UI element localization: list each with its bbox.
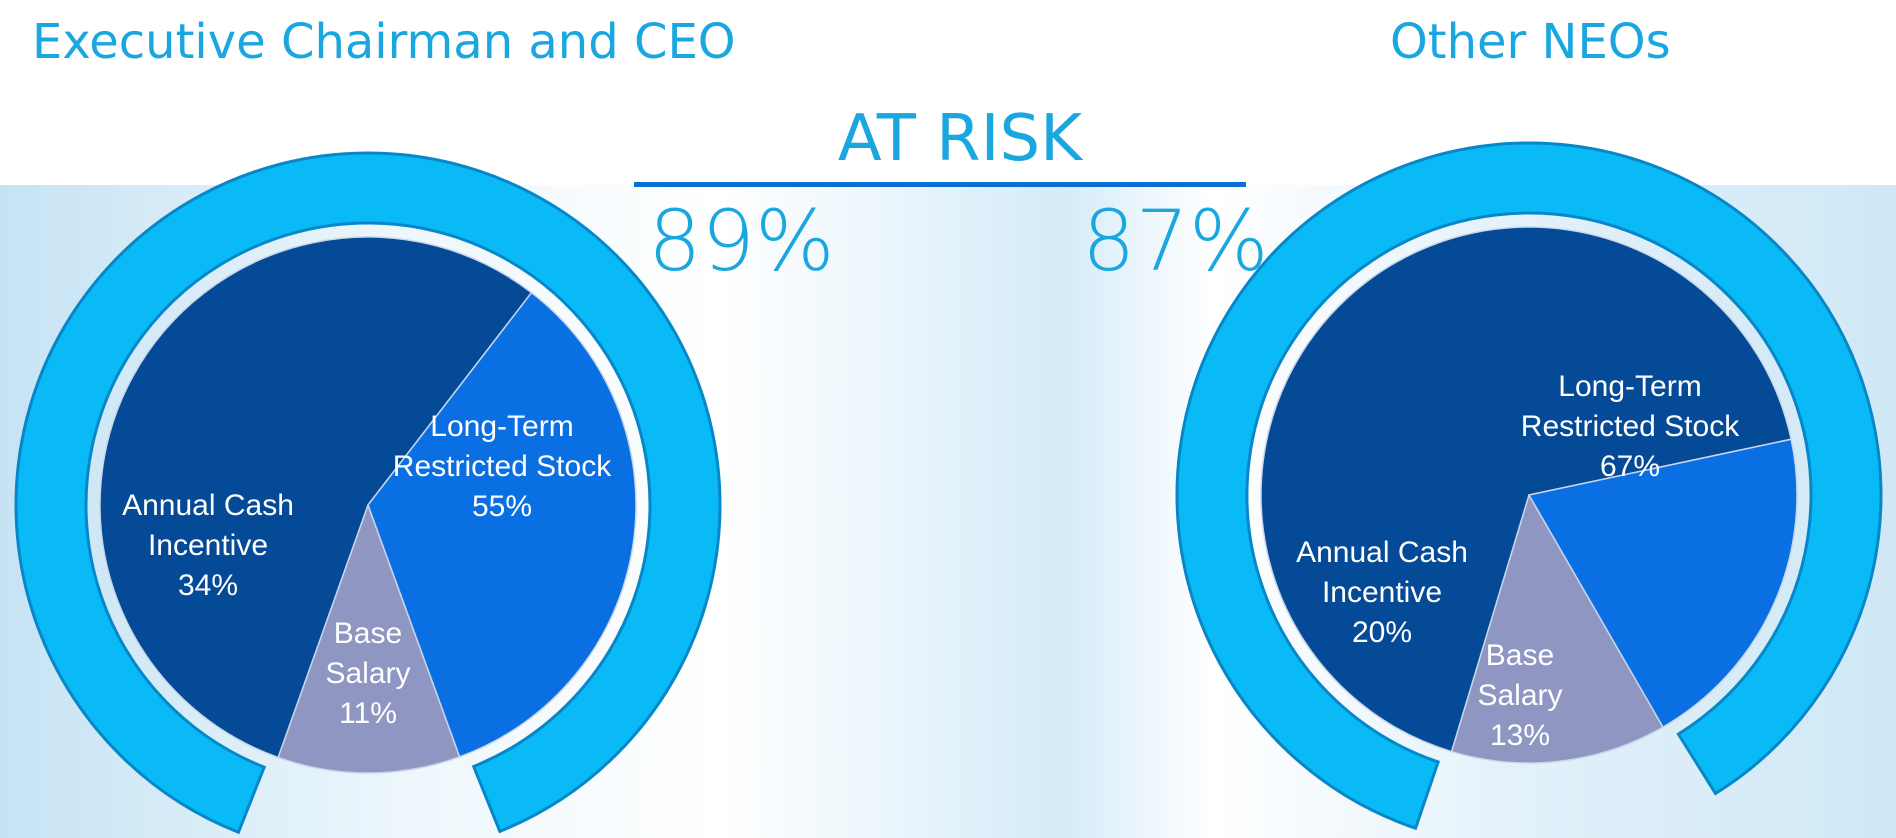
- ceo-label-aci-line: Annual Cash: [122, 489, 294, 522]
- neos-at-risk-ring: [1175, 141, 1883, 831]
- neos-label-aci-line: Annual Cash: [1296, 536, 1468, 569]
- ceo-label-base-line: Salary: [325, 657, 410, 690]
- neos-label-aci: Annual Cash Incentive 20%: [1296, 536, 1468, 649]
- neos-slice-base: [1450, 493, 1665, 764]
- neos-label-base: Base Salary 13%: [1477, 639, 1562, 752]
- neos-label-ltrs-line: 67%: [1600, 450, 1660, 483]
- neos-at-risk-percent: 87%: [1082, 192, 1269, 290]
- neos-label-aci-line: Incentive: [1322, 576, 1442, 609]
- neos-slice-aci: [1527, 438, 1798, 729]
- neos-slice-ltrs: [1260, 226, 1793, 753]
- neos-label-ltrs: Long-Term Restricted Stock 67%: [1521, 370, 1740, 483]
- neos-label-base-line: Base: [1486, 639, 1554, 672]
- neos-label-base-line: Salary: [1477, 679, 1562, 712]
- ceo-pie-group: Base Salary 11% Long-Term Restricted Stock 55…: [14, 151, 722, 835]
- neos-label-ltrs-line: Long-Term: [1558, 370, 1701, 403]
- neos-label-aci-line: 20%: [1352, 616, 1412, 649]
- ceo-label-base-line: 11%: [339, 697, 397, 730]
- ceo-slice-aci: [367, 291, 637, 758]
- ceo-at-risk-ring: [14, 151, 722, 835]
- ceo-label-ltrs-line: Restricted Stock: [393, 450, 612, 483]
- ceo-label-base-line: Base: [334, 617, 402, 650]
- neos-pie-group: Base Salary 13% Long-Term Restricted Stock 67…: [1175, 141, 1883, 831]
- neos-chart-title: Other NEOs: [1390, 14, 1671, 70]
- ceo-label-aci: Annual Cash Incentive 34%: [122, 489, 294, 602]
- at-risk-divider: [634, 182, 1246, 187]
- ceo-label-aci-line: Incentive: [148, 529, 268, 562]
- ceo-label-ltrs: Long-Term Restricted Stock 55%: [393, 410, 612, 523]
- at-risk-title: AT RISK: [837, 102, 1083, 176]
- ceo-slice-ltrs: [99, 236, 533, 759]
- neos-label-base-line: 13%: [1490, 719, 1550, 752]
- ceo-slice-base: [277, 502, 461, 774]
- ceo-label-ltrs-line: Long-Term: [430, 410, 573, 443]
- ceo-label-base: Base Salary 11%: [325, 617, 410, 730]
- ceo-at-risk-percent: 89%: [648, 192, 835, 290]
- ceo-label-aci-line: 34%: [178, 569, 238, 602]
- neos-label-ltrs-line: Restricted Stock: [1521, 410, 1740, 443]
- ceo-label-ltrs-line: 55%: [472, 490, 532, 523]
- ceo-chart-title: Executive Chairman and CEO: [32, 14, 736, 70]
